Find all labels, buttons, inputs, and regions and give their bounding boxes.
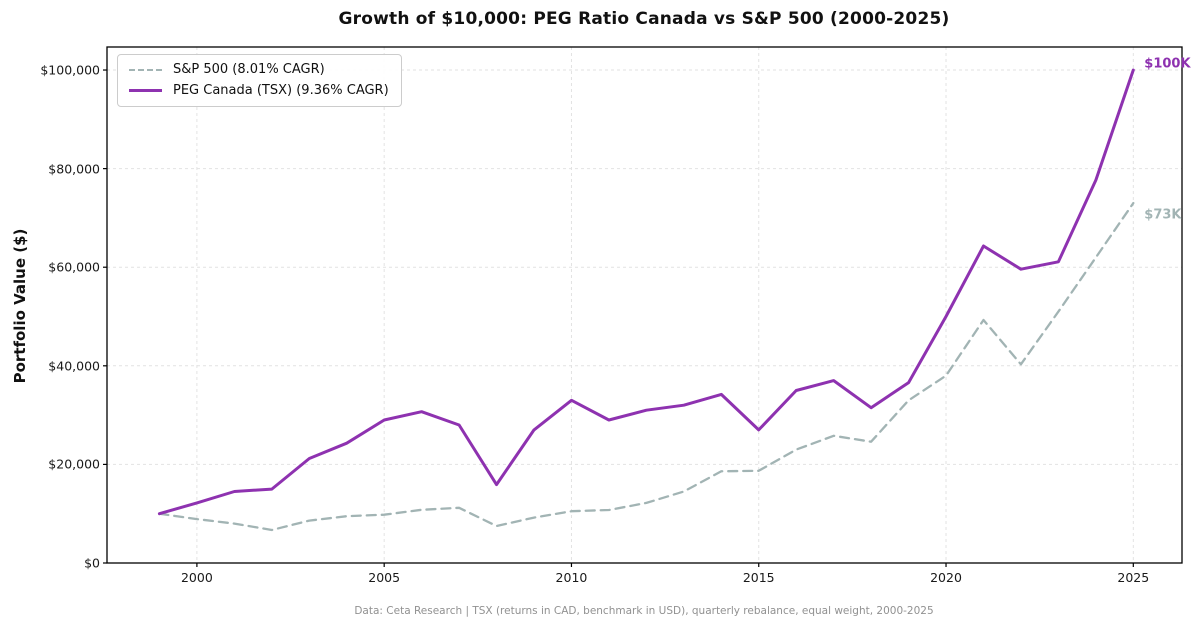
end-value-label-sp500: $73K bbox=[1144, 207, 1182, 223]
legend-label-sp500: S&P 500 (8.01% CAGR) bbox=[173, 62, 325, 77]
legend-item-peg-canada: PEG Canada (TSX) (9.36% CAGR) bbox=[129, 83, 389, 98]
legend-label-peg-canada: PEG Canada (TSX) (9.36% CAGR) bbox=[173, 83, 389, 98]
series-line-0 bbox=[158, 201, 1135, 532]
legend-item-sp500: S&P 500 (8.01% CAGR) bbox=[129, 62, 389, 77]
dashed-line-swatch-icon bbox=[129, 68, 162, 71]
legend: S&P 500 (8.01% CAGR) PEG Canada (TSX) (9… bbox=[117, 54, 402, 107]
chart-caption: Data: Ceta Research | TSX (returns in CA… bbox=[354, 605, 934, 617]
chart-title: Growth of $10,000: PEG Ratio Canada vs S… bbox=[338, 9, 950, 29]
end-value-label-peg-canada: $100K bbox=[1144, 56, 1191, 72]
plot-border bbox=[106, 46, 1183, 564]
solid-line-swatch-icon bbox=[129, 89, 162, 92]
series-line-1 bbox=[157, 68, 1135, 516]
